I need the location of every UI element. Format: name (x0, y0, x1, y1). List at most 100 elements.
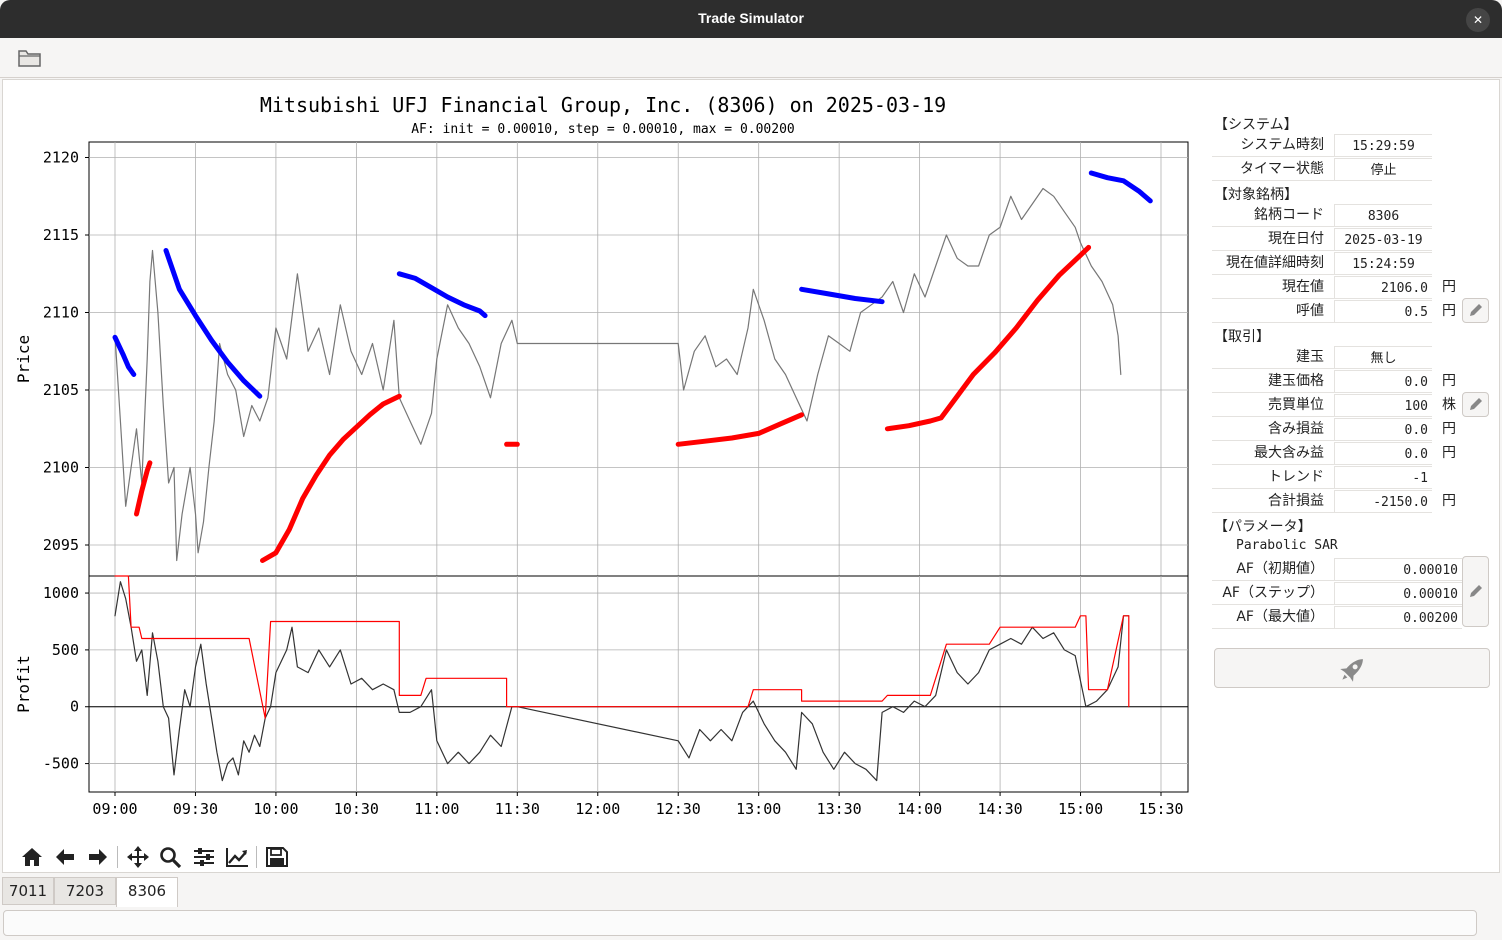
edit-axis-button[interactable] (225, 846, 249, 868)
label-position: 建玉 (1212, 346, 1334, 369)
label-trade-unit: 売買単位 (1212, 394, 1334, 417)
unit-trade-unit: 株 (1442, 397, 1456, 413)
price-plot-area (88, 141, 1189, 577)
run-simulation-button[interactable] (1214, 648, 1490, 688)
top-toolbar (0, 38, 1502, 78)
value-position-price: 0.0 (1334, 370, 1432, 393)
edit-trade-unit-button[interactable] (1462, 392, 1489, 417)
price-ytick-label: 2100 (43, 459, 79, 477)
value-timer-state: 停止 (1334, 158, 1432, 181)
close-icon: ✕ (1472, 13, 1484, 27)
tab-7203[interactable]: 7203 (54, 877, 116, 905)
label-af-max: AF（最大値） (1212, 606, 1334, 629)
price-chart-title: Mitsubishi UFJ Financial Group, Inc. (83… (260, 93, 946, 117)
pencil-icon (1470, 398, 1482, 410)
label-position-price: 建玉価格 (1212, 370, 1334, 393)
unit-current-price: 円 (1442, 279, 1456, 295)
label-current-date: 現在日付 (1212, 228, 1334, 251)
row-tick-size: 呼値 0.5 円 (1212, 300, 1492, 323)
pencil-icon (1470, 304, 1482, 316)
label-price-time: 現在値詳細時刻 (1212, 252, 1334, 275)
xtick-label: 14:00 (897, 800, 942, 818)
xtick-label: 11:30 (495, 800, 540, 818)
edit-tick-size-button[interactable] (1462, 298, 1489, 323)
close-button[interactable]: ✕ (1466, 8, 1490, 32)
value-tick-size: 0.5 (1334, 300, 1432, 323)
label-trend: トレンド (1212, 466, 1334, 489)
price-series-1 (112, 334, 137, 377)
price-ytick-label: 2115 (43, 226, 79, 244)
xtick-label: 10:30 (334, 800, 379, 818)
price-ytick-label: 2120 (43, 149, 79, 167)
price-ytick-label: 2095 (43, 536, 79, 554)
row-af-max: AF（最大値） 0.00200 (1212, 606, 1492, 629)
open-folder-button[interactable] (16, 46, 44, 70)
zoom-button[interactable] (159, 846, 183, 869)
profit-chart: -500 0 500 1000 Profit 09:00 09:30 10:00 10:30 11… (14, 575, 1189, 818)
plot-navigation-toolbar (0, 838, 320, 874)
pan-button[interactable] (126, 846, 150, 868)
main-area: Mitsubishi UFJ Financial Group, Inc. (83… (2, 79, 1500, 873)
row-trend: トレンド -1 (1212, 466, 1492, 489)
label-af-init: AF（初期値） (1212, 558, 1334, 581)
value-price-time: 15:24:59 (1334, 252, 1432, 275)
row-current-price: 現在値 2106.0 円 (1212, 276, 1492, 299)
configure-subplots-button[interactable] (192, 846, 216, 868)
save-figure-button[interactable] (265, 846, 289, 868)
section-system: 【システム】 (1214, 117, 1298, 133)
toolbar-separator (117, 846, 118, 868)
price-series-0 (114, 187, 1122, 562)
tab-7011[interactable]: 7011 (2, 877, 54, 905)
row-position: 建玉 無し (1212, 346, 1492, 369)
save-icon (266, 847, 288, 867)
value-total-pl: -2150.0 (1334, 490, 1432, 513)
value-af-init: 0.00010 (1334, 558, 1462, 581)
edit-params-button[interactable] (1462, 556, 1489, 627)
tab-8306[interactable]: 8306 (116, 877, 178, 907)
value-ticker-code: 8306 (1334, 204, 1432, 227)
profit-series-1 (114, 575, 1130, 719)
label-af-step: AF（ステップ） (1212, 582, 1334, 605)
home-button[interactable] (20, 846, 44, 868)
row-ticker-code: 銘柄コード 8306 (1212, 204, 1492, 227)
price-chart-subtitle: AF: init = 0.00010, step = 0.00010, max … (411, 122, 795, 137)
section-params: 【パラメータ】 (1214, 519, 1312, 535)
label-ticker-code: 銘柄コード (1212, 204, 1334, 227)
ticker-tabs: 7011 7203 8306 (2, 877, 1500, 907)
profit-ytick-label: 0 (70, 698, 79, 716)
row-af-step: AF（ステップ） 0.00010 (1212, 582, 1492, 605)
section-trade: 【取引】 (1214, 329, 1270, 345)
folder-icon (18, 50, 41, 67)
profit-series-0 (114, 581, 1130, 782)
home-icon (22, 848, 42, 866)
price-series-9 (675, 412, 805, 447)
back-button[interactable] (53, 846, 77, 868)
forward-arrow-icon (89, 849, 107, 865)
value-current-price: 2106.0 (1334, 276, 1432, 299)
chart-figure[interactable]: Mitsubishi UFJ Financial Group, Inc. (83… (3, 80, 1208, 840)
price-ylabel: Price (14, 335, 33, 383)
xtick-label: 15:00 (1058, 800, 1103, 818)
price-series-6 (134, 460, 153, 517)
row-timer-state: タイマー状態 停止 (1212, 158, 1492, 181)
label-max-unrealized: 最大含み益 (1212, 442, 1334, 465)
profit-ytick-label: -500 (43, 755, 79, 773)
label-system-time: システム時刻 (1212, 134, 1334, 157)
xtick-label: 10:00 (253, 800, 298, 818)
pencil-icon (1470, 585, 1482, 597)
value-af-max: 0.00200 (1334, 606, 1462, 629)
param-title: Parabolic SAR (1236, 538, 1338, 553)
price-series-10 (884, 244, 1092, 432)
price-ytick-label: 2110 (43, 304, 79, 322)
profit-ytick-label: 500 (52, 641, 79, 659)
row-trade-unit: 売買単位 100 株 (1212, 394, 1492, 417)
title-bar: Trade Simulator ✕ (0, 0, 1502, 38)
configure-subplots-icon (194, 848, 214, 866)
forward-button[interactable] (86, 846, 110, 868)
xtick-label: 14:30 (977, 800, 1022, 818)
toolbar-separator (256, 846, 257, 868)
xtick-label: 12:00 (575, 800, 620, 818)
unit-position-price: 円 (1442, 373, 1456, 389)
label-timer-state: タイマー状態 (1212, 158, 1334, 181)
value-system-time: 15:29:59 (1334, 134, 1432, 157)
